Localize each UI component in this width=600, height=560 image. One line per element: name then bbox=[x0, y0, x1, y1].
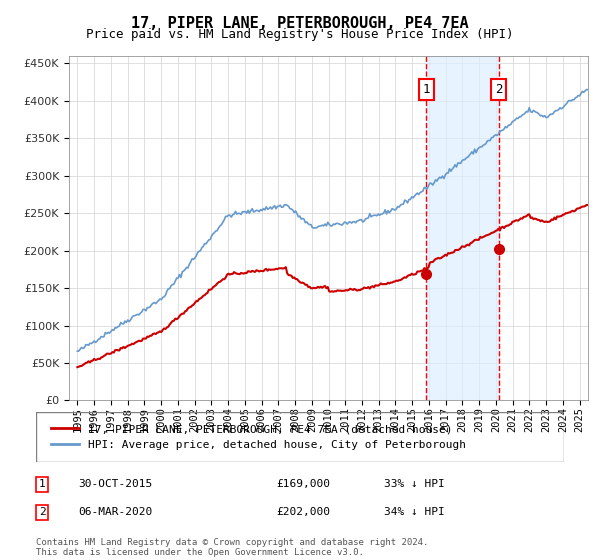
Text: 33% ↓ HPI: 33% ↓ HPI bbox=[384, 479, 445, 489]
Legend: 17, PIPER LANE, PETERBOROUGH, PE4 7EA (detached house), HPI: Average price, deta: 17, PIPER LANE, PETERBOROUGH, PE4 7EA (d… bbox=[47, 419, 470, 454]
Text: 1: 1 bbox=[38, 479, 46, 489]
Text: £202,000: £202,000 bbox=[276, 507, 330, 517]
Text: 2: 2 bbox=[495, 83, 503, 96]
Text: Contains HM Land Registry data © Crown copyright and database right 2024.
This d: Contains HM Land Registry data © Crown c… bbox=[36, 538, 428, 557]
Text: 30-OCT-2015: 30-OCT-2015 bbox=[78, 479, 152, 489]
Text: 17, PIPER LANE, PETERBOROUGH, PE4 7EA: 17, PIPER LANE, PETERBOROUGH, PE4 7EA bbox=[131, 16, 469, 31]
Text: 1: 1 bbox=[422, 83, 430, 96]
Text: 34% ↓ HPI: 34% ↓ HPI bbox=[384, 507, 445, 517]
Text: 06-MAR-2020: 06-MAR-2020 bbox=[78, 507, 152, 517]
Bar bbox=[426, 56, 499, 400]
Text: Price paid vs. HM Land Registry's House Price Index (HPI): Price paid vs. HM Land Registry's House … bbox=[86, 28, 514, 41]
Text: £169,000: £169,000 bbox=[276, 479, 330, 489]
Text: 2: 2 bbox=[38, 507, 46, 517]
